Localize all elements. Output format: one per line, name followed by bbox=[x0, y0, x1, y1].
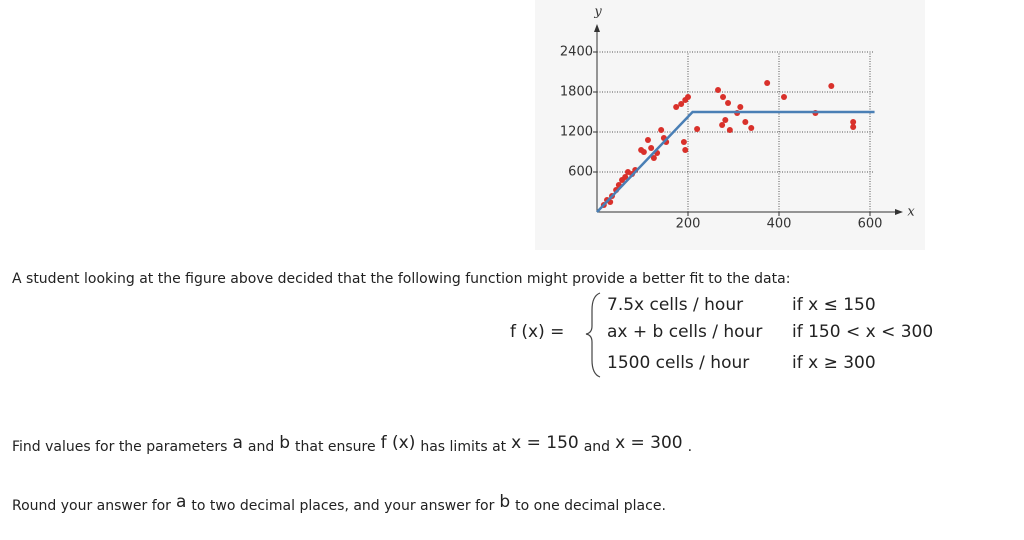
data-point bbox=[781, 94, 788, 100]
text-fragment: Find values for the parameters bbox=[12, 439, 228, 455]
data-point bbox=[748, 125, 755, 131]
data-point bbox=[694, 126, 701, 132]
data-point bbox=[764, 80, 771, 86]
data-point bbox=[680, 139, 687, 145]
y-tick-label: 600 bbox=[568, 165, 593, 180]
fit-line bbox=[596, 110, 875, 213]
brace bbox=[585, 292, 601, 378]
data-point bbox=[850, 124, 857, 130]
x-tick-label: 200 bbox=[676, 217, 701, 232]
round-text: Round your answer for a to two decimal pla… bbox=[12, 492, 671, 515]
data-point bbox=[725, 100, 732, 106]
y-arrow bbox=[594, 24, 600, 32]
math-symbol: f (x) bbox=[380, 433, 416, 453]
y-tick-label: 2400 bbox=[560, 45, 593, 60]
data-point bbox=[719, 122, 726, 128]
piece-condition: if 150 < x < 300 bbox=[792, 322, 934, 342]
data-point bbox=[715, 87, 722, 93]
chart: y x 600 1200 1800 2400 200 400 600 bbox=[535, 0, 925, 250]
intro-text: A student looking at the figure above de… bbox=[12, 271, 791, 287]
brace-path bbox=[585, 292, 601, 378]
data-point bbox=[678, 101, 685, 107]
data-point bbox=[640, 149, 647, 155]
x-arrow bbox=[895, 209, 903, 215]
data-point bbox=[648, 145, 655, 151]
find-text: Find values for the parameters a and b that … bbox=[12, 433, 697, 456]
text-fragment: that ensure bbox=[295, 439, 376, 455]
math-symbol: b bbox=[279, 433, 291, 453]
text-fragment: . bbox=[687, 439, 693, 455]
piece-expression: 7.5x cells / hour bbox=[607, 295, 744, 315]
math-symbol: b bbox=[499, 492, 511, 512]
data-point bbox=[658, 127, 665, 133]
text-fragment: has limits at bbox=[420, 439, 507, 455]
piece-expression: ax + b cells / hour bbox=[607, 322, 763, 342]
data-point bbox=[682, 147, 689, 153]
text-fragment: Round your answer for bbox=[12, 498, 171, 514]
data-point bbox=[850, 119, 857, 125]
y-tick-label: 1200 bbox=[560, 125, 593, 140]
piece-expression: 1500 cells / hour bbox=[607, 353, 750, 373]
math-symbol: x = 300 bbox=[615, 433, 683, 453]
math-symbol: a bbox=[175, 492, 187, 512]
text-fragment: and bbox=[583, 439, 611, 455]
data-point bbox=[722, 117, 729, 123]
data-point bbox=[737, 104, 744, 110]
x-tick-label: 600 bbox=[858, 217, 883, 232]
x-axis-label: x bbox=[907, 205, 915, 220]
data-point bbox=[622, 174, 629, 180]
text-fragment: and bbox=[247, 439, 275, 455]
text-fragment: to two decimal places, and your answer f… bbox=[191, 498, 495, 514]
data-point bbox=[720, 94, 727, 100]
piece-condition: if x ≤ 150 bbox=[792, 295, 876, 315]
function-lhs: f (x) = bbox=[510, 322, 565, 342]
data-point bbox=[644, 137, 651, 143]
piece-condition: if x ≥ 300 bbox=[792, 353, 876, 373]
y-tick-label: 1800 bbox=[560, 85, 593, 100]
data-point bbox=[673, 104, 680, 110]
data-point bbox=[650, 155, 657, 161]
math-symbol: a bbox=[232, 433, 243, 453]
x-tick-label: 400 bbox=[767, 217, 792, 232]
text-fragment: to one decimal place. bbox=[515, 498, 666, 514]
math-symbol: x = 150 bbox=[511, 433, 579, 453]
data-point bbox=[685, 94, 691, 100]
data-point bbox=[828, 83, 835, 89]
data-point bbox=[726, 127, 733, 133]
data-point bbox=[742, 119, 749, 125]
y-axis-label: y bbox=[593, 5, 602, 20]
